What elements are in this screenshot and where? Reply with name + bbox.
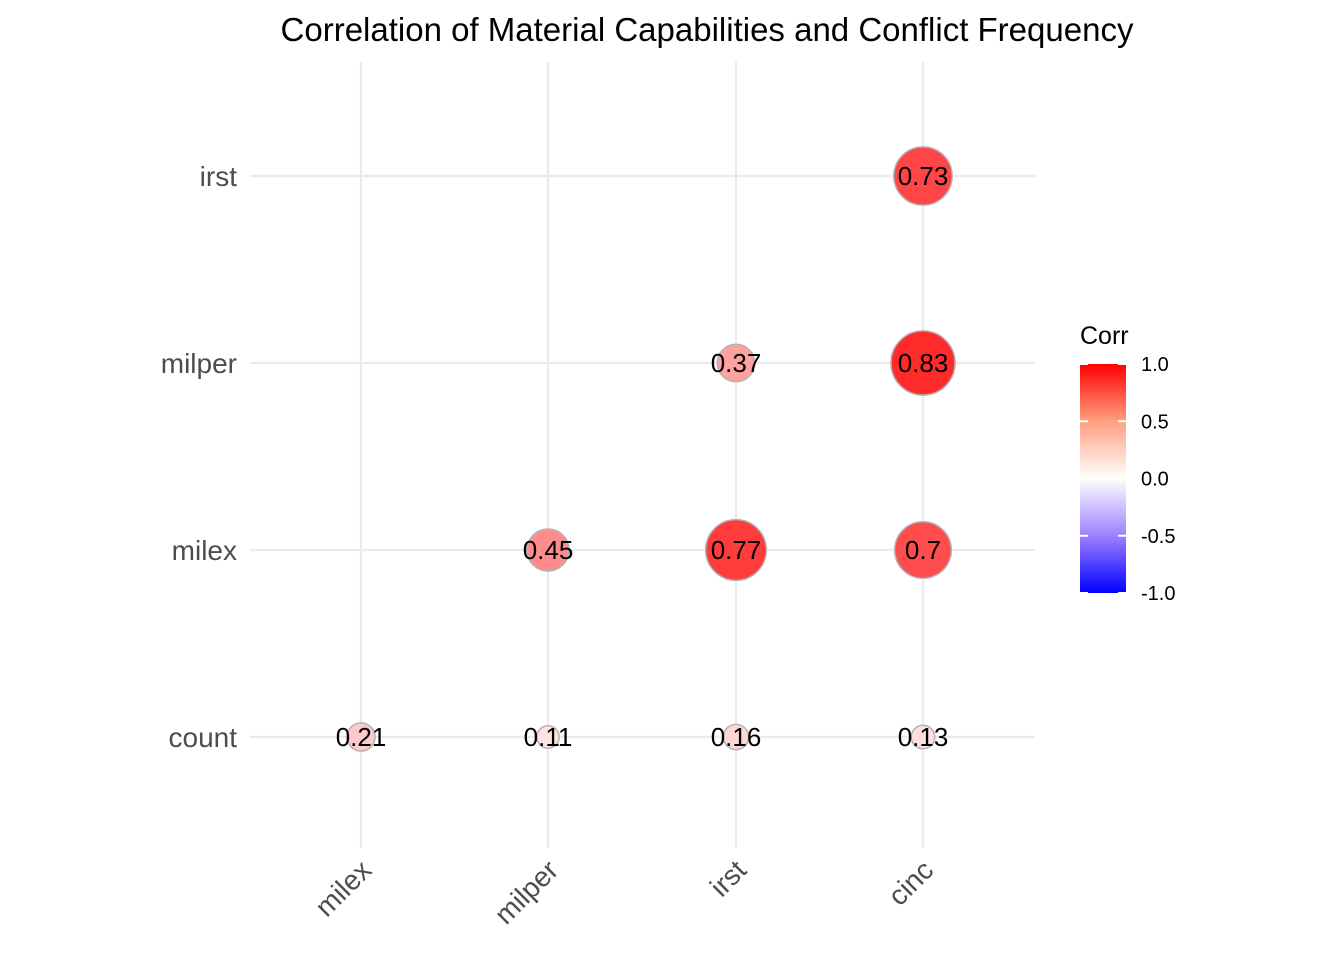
value-label-irst-milper: 0.37 [711, 348, 762, 378]
value-label-milper-count: 0.11 [524, 722, 573, 752]
value-label-irst-milex: 0.77 [711, 535, 762, 565]
bubble-layer [346, 146, 956, 752]
legend-tick-label: 1.0 [1141, 354, 1169, 376]
legend-title: Corr [1080, 322, 1129, 350]
x-tick-label-milex: milex [309, 854, 377, 922]
bubble-cinc-milper [890, 330, 956, 396]
value-label-cinc-count: 0.13 [898, 722, 949, 752]
value-label-cinc-irst: 0.73 [898, 161, 949, 191]
bubble-irst-count [722, 723, 750, 751]
x-tick-label-cinc: cinc [882, 854, 939, 911]
legend-tick-label: -0.5 [1141, 526, 1175, 548]
value-labels: 0.21 0.11 0.16 0.13 0.45 0.77 0.7 0.37 0.83 0.73 [336, 161, 949, 752]
chart-title: Correlation of Material Capabilities and… [281, 11, 1134, 48]
x-tick-label-milper: milper [488, 854, 564, 930]
y-tick-label-milex: milex [172, 535, 237, 566]
bubble-cinc-milex [893, 520, 953, 580]
value-label-milex-count: 0.21 [336, 722, 387, 752]
value-label-milper-milex: 0.45 [523, 535, 574, 565]
y-tick-label-irst: irst [200, 161, 238, 192]
value-label-irst-count: 0.16 [711, 722, 762, 752]
bubble-cinc-count [910, 724, 936, 750]
y-tick-label-milper: milper [161, 348, 237, 379]
bubble-irst-milper [716, 343, 756, 383]
bubble-irst-milex [704, 518, 768, 582]
value-label-cinc-milper: 0.83 [898, 348, 949, 378]
legend-tick-label: -1.0 [1141, 583, 1175, 605]
value-label-cinc-milex: 0.7 [905, 535, 941, 565]
y-tick-label-count: count [169, 722, 238, 753]
legend-tick-label: 0.0 [1141, 469, 1169, 491]
bubble-milper-milex [526, 528, 570, 572]
legend-tick-label: 0.5 [1141, 411, 1169, 433]
x-tick-label-irst: irst [704, 854, 752, 902]
bubble-milper-count [536, 725, 560, 749]
bubble-cinc-irst [893, 146, 953, 206]
legend: Corr 1.0 0.5 0.0 -0.5 -1.0 [1080, 322, 1175, 605]
bubble-milex-count [346, 722, 376, 752]
